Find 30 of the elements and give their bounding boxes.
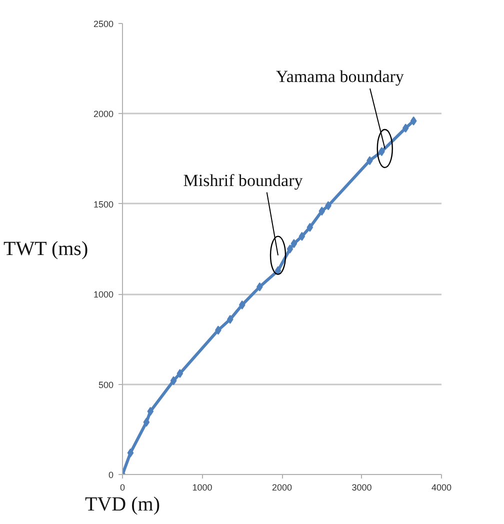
point bbox=[318, 206, 326, 216]
point bbox=[298, 232, 306, 241]
y-axis-title: TWT (ms) bbox=[4, 238, 88, 260]
y-tick-label: 0 bbox=[108, 470, 114, 480]
point bbox=[402, 124, 409, 133]
point bbox=[176, 368, 184, 378]
point bbox=[143, 418, 150, 427]
point bbox=[274, 266, 282, 276]
point bbox=[410, 116, 417, 126]
annotation: Yamama boundary bbox=[276, 67, 404, 86]
y-tick-label: 1000 bbox=[93, 290, 114, 300]
x-tick-label: 3000 bbox=[352, 482, 372, 492]
x-tick-label: 4000 bbox=[431, 482, 452, 492]
annotation: Mishrif boundary bbox=[183, 170, 304, 190]
x-tick-label: 1000 bbox=[192, 482, 212, 492]
y-tick-label: 500 bbox=[98, 380, 114, 390]
point bbox=[226, 314, 234, 324]
point bbox=[238, 300, 246, 310]
y-tick-label: 1500 bbox=[93, 199, 114, 210]
point bbox=[306, 222, 314, 232]
point bbox=[290, 239, 298, 248]
x-tick-label: 2000 bbox=[272, 482, 292, 492]
point bbox=[286, 244, 294, 254]
point bbox=[127, 448, 134, 458]
point bbox=[147, 406, 154, 416]
point bbox=[170, 376, 177, 386]
y-tick-label: 2000 bbox=[93, 109, 114, 120]
y-tick-label: 2500 bbox=[93, 19, 114, 29]
x-axis-title: TVD (m) bbox=[85, 494, 160, 516]
x-tick-label: 0 bbox=[120, 482, 126, 492]
